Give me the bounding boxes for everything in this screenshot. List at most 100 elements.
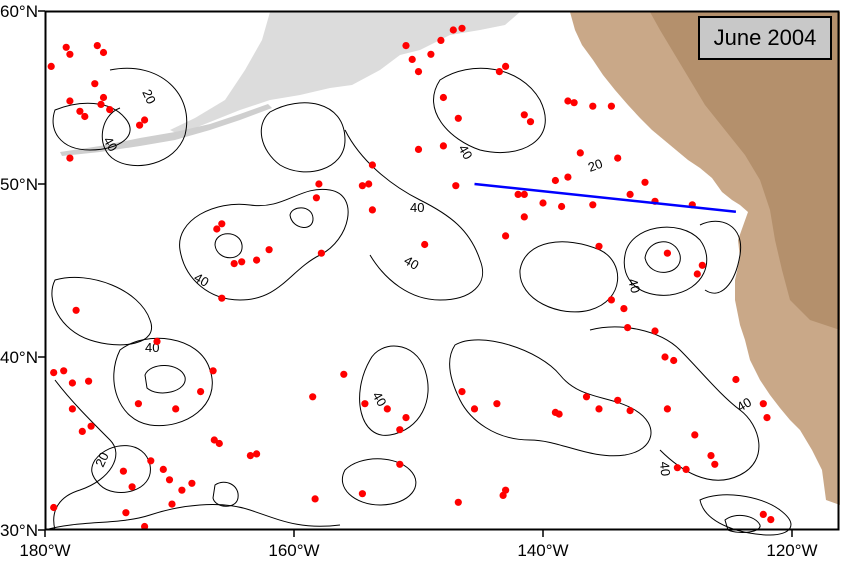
station-point <box>626 407 634 415</box>
station-point <box>172 405 180 413</box>
station-point <box>141 522 149 531</box>
transect-line <box>474 182 737 213</box>
station-point <box>595 242 603 250</box>
station-point <box>495 68 503 76</box>
map-title: June 2004 <box>698 16 832 60</box>
lat-tick-label: 60°N <box>0 2 38 21</box>
station-point <box>309 393 317 401</box>
lon-tick-label: 180°W <box>19 541 70 560</box>
station-point <box>520 213 528 221</box>
station-point <box>408 55 416 64</box>
station-point <box>159 465 167 473</box>
station-point <box>502 232 510 240</box>
station-point <box>663 405 672 413</box>
contour-label: 40 <box>402 253 422 273</box>
contour-label: 20 <box>139 87 159 106</box>
station-point <box>78 427 86 435</box>
station-point <box>361 400 369 408</box>
station-point <box>210 436 218 444</box>
station-point <box>570 99 578 107</box>
station-point <box>624 324 632 332</box>
station-point <box>66 154 74 162</box>
station-point <box>691 431 699 439</box>
station-point <box>147 457 155 465</box>
station-point <box>607 102 616 110</box>
station-point <box>414 145 423 153</box>
station-point <box>365 180 373 188</box>
station-point <box>50 503 58 512</box>
station-point <box>452 182 460 190</box>
station-point <box>141 116 149 124</box>
station-point <box>670 356 678 365</box>
lon-tick-label: 160°W <box>268 541 319 560</box>
station-point <box>499 491 507 499</box>
station-point <box>62 43 70 51</box>
station-point <box>555 410 563 418</box>
station-point <box>402 42 410 50</box>
station-point <box>91 80 99 88</box>
station-point <box>312 194 320 202</box>
station-point <box>93 42 101 50</box>
station-point <box>564 173 572 181</box>
station-point <box>178 486 186 494</box>
station-point <box>358 182 366 190</box>
station-point <box>449 26 457 34</box>
tick-layer <box>38 10 793 537</box>
station-point <box>68 405 76 413</box>
station-point <box>317 249 325 257</box>
station-point <box>153 337 161 345</box>
station-point <box>614 396 622 404</box>
station-point <box>188 479 196 487</box>
station-point <box>763 414 771 422</box>
station-point <box>439 142 447 150</box>
station-point <box>85 377 93 385</box>
station-point <box>97 100 105 108</box>
station-point <box>493 400 501 408</box>
station-point <box>732 375 740 384</box>
station-point <box>218 294 226 302</box>
station-point <box>458 388 466 396</box>
station-point <box>136 121 144 129</box>
station-point <box>607 296 616 304</box>
station-point <box>682 465 690 473</box>
aleutian-chain <box>60 104 272 156</box>
station-point <box>520 111 528 119</box>
station-point <box>66 50 74 58</box>
station-point <box>383 405 391 413</box>
station-point <box>253 256 261 264</box>
station-point <box>66 97 74 105</box>
station-point <box>454 114 462 122</box>
station-point <box>663 249 672 257</box>
station-point <box>576 149 584 157</box>
station-point <box>119 467 127 475</box>
station-point <box>759 400 767 408</box>
station-point <box>81 112 89 121</box>
lat-tick-label: 50°N <box>0 175 38 194</box>
contour-layer <box>44 67 792 536</box>
station-point <box>470 405 479 413</box>
station-point <box>414 68 423 76</box>
lat-tick-label: 40°N <box>0 348 38 367</box>
station-point <box>614 154 622 162</box>
station-point <box>134 400 142 408</box>
station-point <box>311 495 319 503</box>
station-point <box>99 93 108 102</box>
station-point <box>209 367 217 375</box>
station-point <box>626 190 634 198</box>
station-point <box>651 327 659 335</box>
station-point <box>197 388 205 396</box>
station-point <box>218 220 226 228</box>
station-point <box>439 93 447 102</box>
contour-label: 40 <box>455 142 475 162</box>
contour-label: 40 <box>625 277 643 295</box>
station-point <box>595 405 603 413</box>
lon-tick-label: 120°W <box>766 541 817 560</box>
station-point <box>759 510 767 518</box>
station-point <box>358 490 366 498</box>
station-point <box>707 452 715 460</box>
station-point <box>526 118 535 126</box>
station-point <box>641 178 649 186</box>
station-point <box>551 176 560 185</box>
station-point <box>539 199 547 207</box>
